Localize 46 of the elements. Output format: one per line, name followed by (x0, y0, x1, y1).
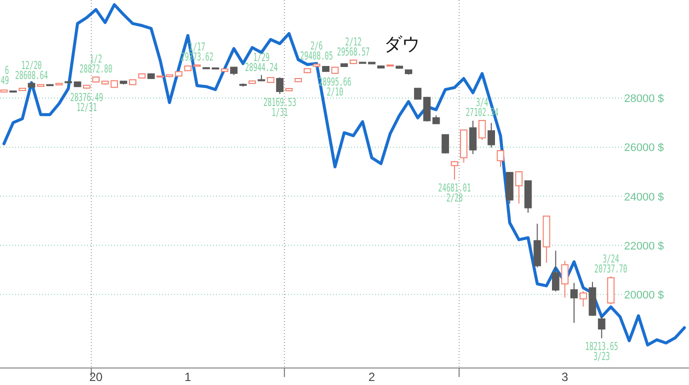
x-tick-label: 3 (562, 370, 569, 384)
candlestick (276, 76, 284, 94)
candlestick (515, 170, 523, 204)
annotation: 20737.70 (594, 264, 628, 276)
annotation: 29568.57 (336, 47, 370, 60)
annotation: 28872.80 (80, 64, 112, 76)
annotation: 3/24 (602, 254, 620, 266)
candlestick (478, 120, 486, 140)
candlestick (598, 315, 606, 339)
annotation: 6 (4, 66, 9, 78)
annotation: 29408.05 (300, 51, 333, 64)
candlestick (450, 160, 458, 180)
x-tick-label: 1 (184, 370, 192, 384)
candlestick (442, 134, 450, 154)
candlestick (496, 149, 504, 168)
y-tick-label: 26000 $ (624, 142, 664, 154)
annotation: 28169.53 (263, 98, 296, 110)
candlestick (469, 120, 477, 155)
annotation: .49 (0, 76, 9, 88)
x-tick-label: 2 (368, 370, 376, 384)
x-tick-label: 20 (89, 370, 103, 384)
annotation: 2/10 (326, 87, 344, 100)
annotation: 1/2 (90, 54, 102, 66)
annotation: 18213.65 (585, 342, 618, 354)
annotation: 1/31 (272, 108, 288, 120)
annotation: 3/4 (476, 98, 489, 110)
y-tick-label: 28000 $ (624, 93, 664, 106)
candlestick (561, 260, 569, 298)
candlestick (552, 250, 560, 292)
candlestick (580, 290, 587, 308)
y-tick-label: 24000 $ (624, 191, 664, 204)
annotation: 1/29 (253, 52, 270, 65)
annotation: 2/6 (310, 41, 323, 54)
annotation: 12/31 (76, 102, 97, 115)
annotation: 3/23 (593, 352, 610, 364)
annotation: 12/20 (21, 60, 42, 73)
annotation: 24681.01 (438, 183, 471, 196)
candlestick (570, 282, 578, 324)
y-tick-label: 22000 $ (624, 240, 664, 252)
candlestick (488, 122, 495, 148)
text: ダウ (384, 34, 420, 54)
annotation: 28944.24 (245, 62, 278, 75)
annotation: 2/28 (446, 193, 463, 206)
annotation: 28608.64 (15, 70, 48, 83)
annotation: 2/12 (345, 37, 362, 50)
y-tick-label: 20000 $ (624, 289, 664, 302)
